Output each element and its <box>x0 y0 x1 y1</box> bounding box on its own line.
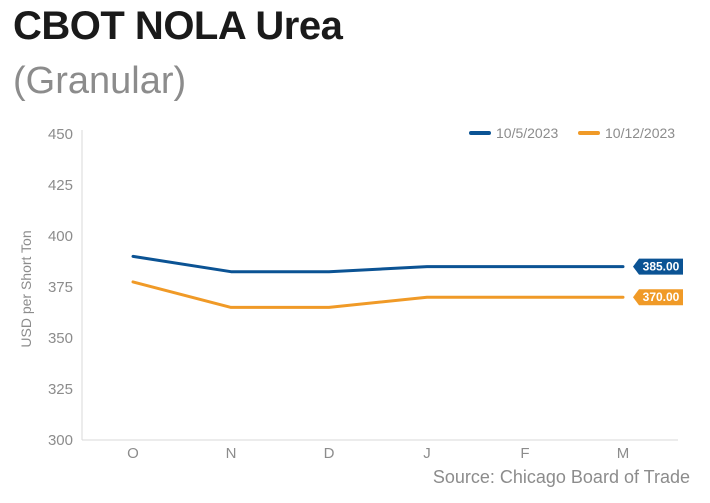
end-value-label-0: 385.00 <box>643 260 680 274</box>
series-line-0 <box>131 254 625 274</box>
y-tick-label: 450 <box>48 126 73 143</box>
y-tick-label: 300 <box>48 432 73 449</box>
x-tick-label: D <box>324 445 335 462</box>
y-tick-label: 375 <box>48 279 73 296</box>
y-tick-label: 325 <box>48 381 73 398</box>
x-tick-label: F <box>520 445 529 462</box>
end-label-tag-1 <box>633 289 683 306</box>
legend-label-1: 10/12/2023 <box>605 125 675 141</box>
source-note: Source: Chicago Board of Trade <box>432 467 690 487</box>
y-axis-label: USD per Short Ton <box>18 230 34 347</box>
x-tick-label: O <box>127 445 139 462</box>
y-tick-label: 425 <box>48 177 73 194</box>
legend-label-0: 10/5/2023 <box>496 125 558 141</box>
y-tick-label: 350 <box>48 330 73 347</box>
x-tick-label: J <box>423 445 431 462</box>
x-tick-label: N <box>226 445 237 462</box>
chart-subtitle: (Granular) <box>13 60 187 102</box>
x-tick-label: M <box>617 445 630 462</box>
end-label-tag-0 <box>633 258 683 275</box>
chart-title: CBOT NOLA Urea <box>13 4 343 48</box>
series-line-1 <box>131 280 625 309</box>
end-value-label-1: 370.00 <box>643 290 680 304</box>
y-tick-label: 400 <box>48 228 73 245</box>
